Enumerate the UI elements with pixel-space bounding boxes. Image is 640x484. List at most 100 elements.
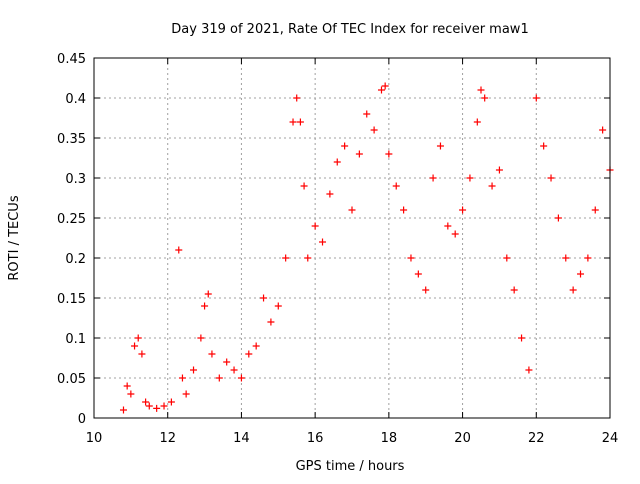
y-tick-label: 0.45: [57, 52, 86, 67]
data-point: [289, 118, 297, 126]
data-point: [237, 374, 245, 382]
data-point: [569, 286, 577, 294]
data-point: [293, 94, 301, 102]
data-point: [599, 126, 607, 134]
x-tick-label: 22: [528, 431, 545, 446]
data-point: [208, 350, 216, 358]
data-point: [215, 374, 223, 382]
data-point: [495, 166, 503, 174]
data-point: [381, 82, 389, 90]
data-point: [326, 190, 334, 198]
data-point: [584, 254, 592, 262]
x-tick-label: 24: [602, 431, 619, 446]
data-point: [190, 366, 198, 374]
data-point: [510, 286, 518, 294]
y-tick-label: 0.3: [65, 172, 86, 187]
data-point: [466, 174, 474, 182]
plot-frame: [93, 57, 611, 419]
data-point: [451, 230, 459, 238]
data-point: [252, 342, 260, 350]
data-point: [525, 366, 533, 374]
data-point: [260, 294, 268, 302]
y-tick-label: 0.4: [65, 92, 86, 107]
data-point: [311, 222, 319, 230]
data-point: [167, 398, 175, 406]
data-point: [473, 118, 481, 126]
axis-ticks: 10 12 14 16 18 20 22 24 0 0.05 0.1 0.15 0.2 0.25 0.3 0.…: [57, 52, 618, 446]
data-point: [518, 334, 526, 342]
data-point: [160, 402, 168, 410]
data-point: [400, 206, 408, 214]
data-point: [274, 302, 282, 310]
x-tick-label: 18: [381, 431, 398, 446]
data-point: [341, 142, 349, 150]
data-point: [554, 214, 562, 222]
data-point: [414, 270, 422, 278]
data-point: [175, 246, 183, 254]
x-tick-label: 20: [454, 431, 471, 446]
data-point: [481, 94, 489, 102]
data-point: [355, 150, 363, 158]
chart-title: Day 319 of 2021, Rate Of TEC Index for r…: [171, 22, 528, 37]
data-points: [119, 82, 614, 414]
data-point: [201, 302, 209, 310]
data-point: [119, 406, 127, 414]
x-tick-label: 16: [307, 431, 324, 446]
data-point: [429, 174, 437, 182]
data-point: [204, 290, 212, 298]
data-point: [488, 182, 496, 190]
y-tick-label: 0.35: [57, 132, 86, 147]
data-point: [407, 254, 415, 262]
grid: [94, 58, 610, 418]
y-tick-label: 0.25: [57, 212, 86, 227]
data-point: [267, 318, 275, 326]
data-point: [223, 358, 231, 366]
data-point: [377, 86, 385, 94]
x-axis-label: GPS time / hours: [296, 459, 405, 474]
data-point: [142, 398, 150, 406]
data-point: [577, 270, 585, 278]
data-point: [333, 158, 341, 166]
data-point: [503, 254, 511, 262]
data-point: [477, 86, 485, 94]
y-tick-label: 0.15: [57, 292, 86, 307]
data-point: [127, 390, 135, 398]
data-point: [304, 254, 312, 262]
data-point: [385, 150, 393, 158]
data-point: [245, 350, 253, 358]
x-tick-label: 10: [86, 431, 103, 446]
x-tick-label: 14: [233, 431, 250, 446]
data-point: [145, 402, 153, 410]
data-point: [319, 238, 327, 246]
y-tick-label: 0.2: [65, 252, 86, 267]
y-tick-label: 0.1: [65, 332, 86, 347]
data-point: [300, 182, 308, 190]
data-point: [444, 222, 452, 230]
data-point: [392, 182, 400, 190]
data-point: [436, 142, 444, 150]
data-point: [547, 174, 555, 182]
data-point: [123, 382, 131, 390]
data-point: [153, 404, 161, 412]
data-point: [562, 254, 570, 262]
data-point: [178, 374, 186, 382]
data-point: [540, 142, 548, 150]
data-point: [370, 126, 378, 134]
data-point: [230, 366, 238, 374]
x-tick-label: 12: [159, 431, 176, 446]
data-point: [363, 110, 371, 118]
data-point: [197, 334, 205, 342]
data-point: [131, 342, 139, 350]
data-point: [134, 334, 142, 342]
data-point: [348, 206, 356, 214]
data-point: [138, 350, 146, 358]
y-tick-label: 0.05: [57, 372, 86, 387]
y-tick-label: 0: [78, 412, 86, 427]
y-axis-label: ROTI / TECUs: [7, 195, 22, 280]
data-point: [422, 286, 430, 294]
data-point: [182, 390, 190, 398]
data-point: [459, 206, 467, 214]
data-point: [532, 94, 540, 102]
